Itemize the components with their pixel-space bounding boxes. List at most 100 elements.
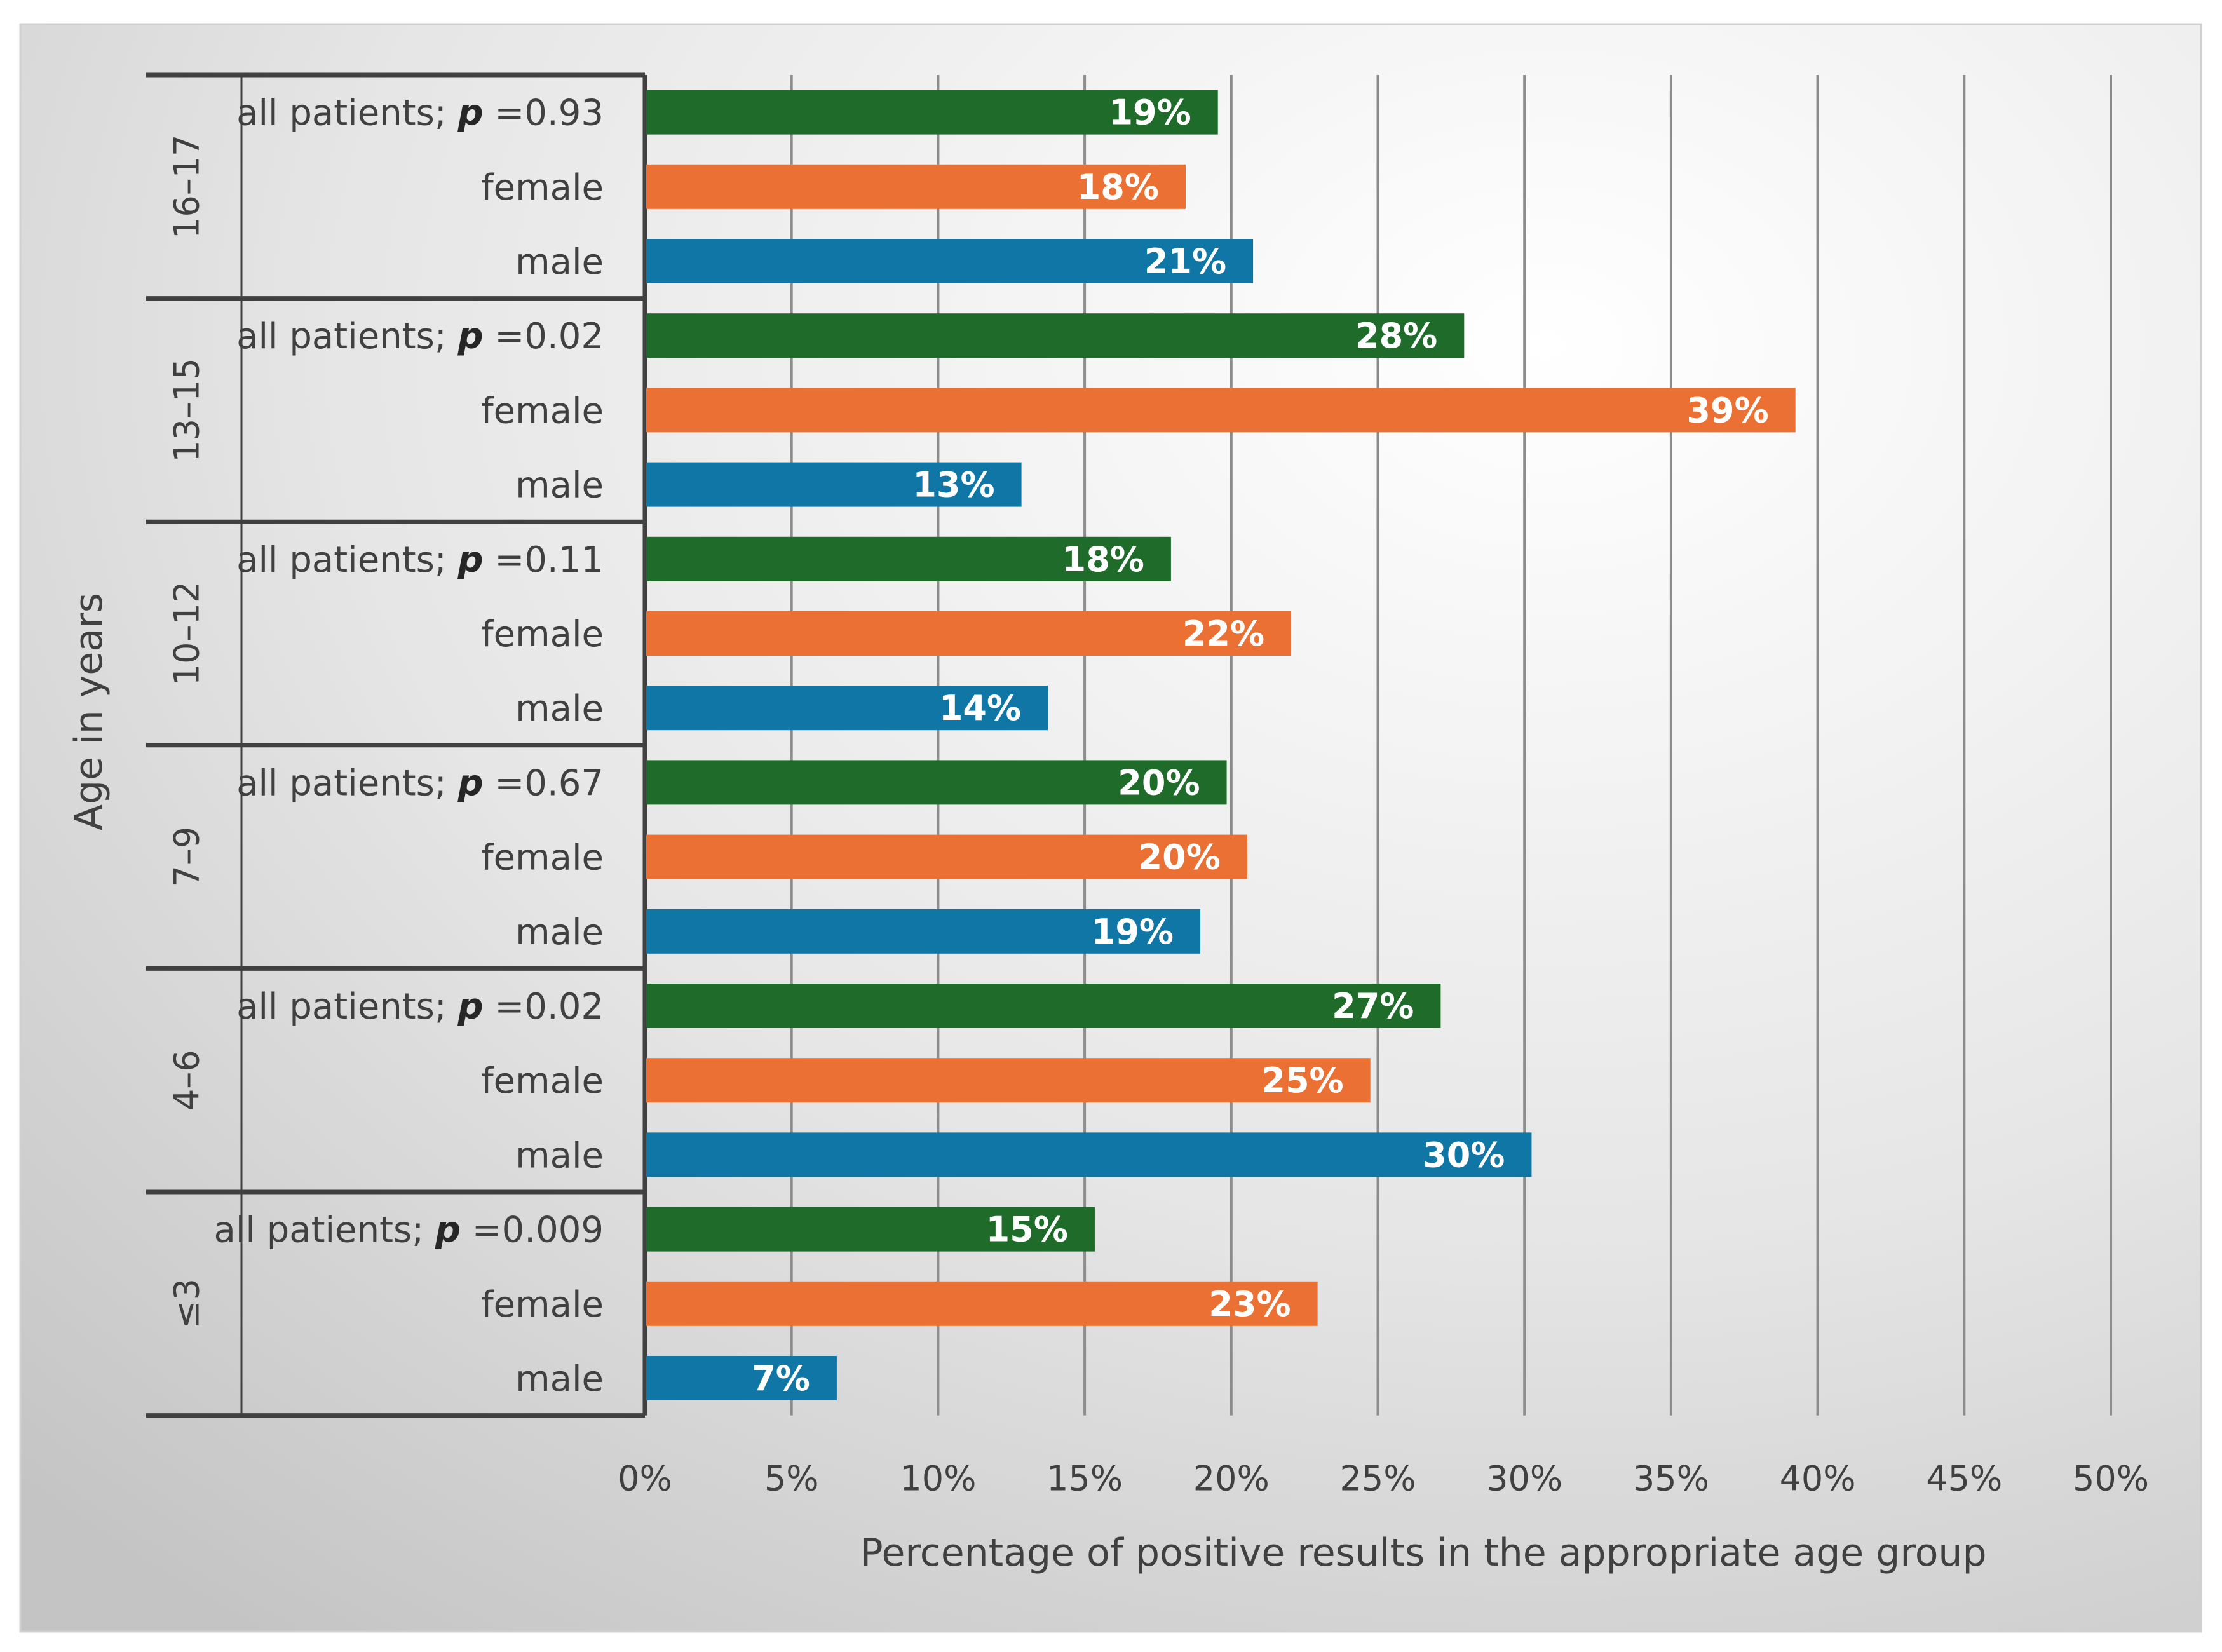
bar-all_patients (646, 984, 1441, 1028)
row-label-text: all patients; (236, 539, 457, 581)
gridlines (790, 75, 2112, 1416)
bar-all_patients (646, 313, 1465, 358)
bar-male (646, 909, 1201, 954)
data-label: 39% (1686, 390, 1768, 430)
row-label-female: female (481, 837, 604, 879)
p-symbol: p (457, 986, 483, 1027)
x-tick-label-0: 0% (618, 1459, 672, 1499)
row-label-male: male (515, 1135, 604, 1176)
bar-all_patients (646, 536, 1171, 581)
row-label-text: male (515, 1135, 604, 1176)
x-tick-label-10: 50% (2073, 1459, 2149, 1499)
row-label-text: all patients; (236, 93, 457, 134)
row-label-all_patients: all patients; p =0.02 (236, 986, 604, 1027)
row-label-text: male (515, 912, 604, 953)
bar-female (646, 388, 1796, 433)
age-group-label: 4–6 (167, 1050, 207, 1111)
row-label-text: all patients; (236, 316, 457, 357)
row-label-text: male (515, 688, 604, 729)
p-symbol: p (457, 93, 483, 134)
row-label-text: female (481, 167, 604, 208)
x-tick-label-5: 25% (1339, 1459, 1416, 1499)
bar-male (646, 686, 1048, 731)
bars: 19% 18% 21% 28% 39% 13% 18% 22% 14% 20% 20% 19% 27% 2… (646, 90, 1796, 1400)
row-label-male: male (515, 912, 604, 953)
p-value: =0.67 (484, 762, 604, 804)
row-label-female: female (481, 1284, 604, 1325)
bar-female (646, 164, 1186, 209)
bar-male (646, 1356, 837, 1400)
row-label-text: female (481, 1060, 604, 1102)
data-label: 14% (939, 688, 1021, 728)
p-symbol: p (457, 762, 483, 804)
data-label: 21% (1144, 241, 1226, 281)
row-label-female: female (481, 614, 604, 655)
age-group-label: 10–12 (167, 581, 207, 686)
y-axis-title: Age in years (67, 593, 111, 830)
data-label: 15% (986, 1210, 1068, 1250)
data-label: 30% (1423, 1135, 1505, 1175)
x-tick-label-6: 30% (1486, 1459, 1562, 1499)
p-symbol: p (457, 316, 483, 357)
x-axis-title: Percentage of positive results in the ap… (860, 1531, 1986, 1575)
bar-female (646, 834, 1247, 879)
row-label-text: male (515, 465, 604, 506)
row-label-text: male (515, 1358, 604, 1400)
age-group-label: 13–15 (167, 358, 207, 462)
row-label-female: female (481, 390, 604, 431)
row-label-female: female (481, 167, 604, 208)
data-label: 18% (1062, 539, 1144, 579)
row-label-female: female (481, 1060, 604, 1102)
row-label-male: male (515, 241, 604, 283)
bar-male (646, 1132, 1532, 1177)
x-tick-label-3: 15% (1047, 1459, 1123, 1499)
data-label: 25% (1261, 1060, 1343, 1100)
data-label: 22% (1182, 614, 1264, 654)
row-label-text: all patients; (214, 1210, 435, 1251)
x-tick-label-9: 45% (1926, 1459, 2002, 1499)
data-label: 19% (1109, 93, 1191, 133)
row-label-all_patients: all patients; p =0.93 (236, 93, 604, 134)
p-value: =0.02 (484, 986, 604, 1027)
bar-male (646, 239, 1254, 283)
x-tick-label-2: 10% (900, 1459, 976, 1499)
bar-all_patients (646, 1207, 1095, 1252)
data-label: 27% (1332, 986, 1414, 1026)
data-label: 19% (1092, 912, 1174, 952)
chart-background (19, 23, 2202, 1633)
data-label: 23% (1209, 1284, 1291, 1324)
data-label: 7% (752, 1358, 810, 1398)
data-label: 28% (1355, 316, 1437, 356)
bar-all_patients (646, 760, 1227, 805)
bar-female (646, 1058, 1371, 1103)
bar-female (646, 1281, 1318, 1326)
row-label-all_patients: all patients; p =0.11 (236, 539, 604, 581)
x-tick-label-1: 5% (764, 1459, 819, 1499)
age-group-label: ≤3 (167, 1278, 207, 1329)
data-label: 20% (1118, 762, 1200, 802)
data-label: 20% (1139, 837, 1221, 877)
p-symbol: p (435, 1210, 461, 1251)
age-group-label: 7–9 (167, 827, 207, 888)
bar-female (646, 611, 1292, 656)
bar-male (646, 462, 1022, 507)
x-tick-label-4: 20% (1193, 1459, 1270, 1499)
row-label-all_patients: all patients; p =0.009 (214, 1210, 604, 1251)
row-label-all_patients: all patients; p =0.02 (236, 316, 604, 357)
data-label: 13% (912, 465, 994, 505)
p-symbol: p (457, 539, 483, 581)
row-label-all_patients: all patients; p =0.67 (236, 762, 604, 804)
data-label: 18% (1077, 167, 1159, 207)
row-label-text: all patients; (236, 986, 457, 1027)
p-value: =0.02 (484, 316, 604, 357)
row-label-text: female (481, 837, 604, 879)
age-group-label: 16–17 (167, 135, 207, 239)
x-tick-label-8: 40% (1780, 1459, 1856, 1499)
p-value: =0.009 (461, 1210, 604, 1251)
category-labels: 16–17 all patients; p =0.93 female male 13–1… (167, 93, 604, 1400)
p-value: =0.93 (484, 93, 604, 134)
category-frame (146, 72, 647, 1418)
p-value: =0.11 (484, 539, 604, 581)
x-tick-label-7: 35% (1633, 1459, 1709, 1499)
